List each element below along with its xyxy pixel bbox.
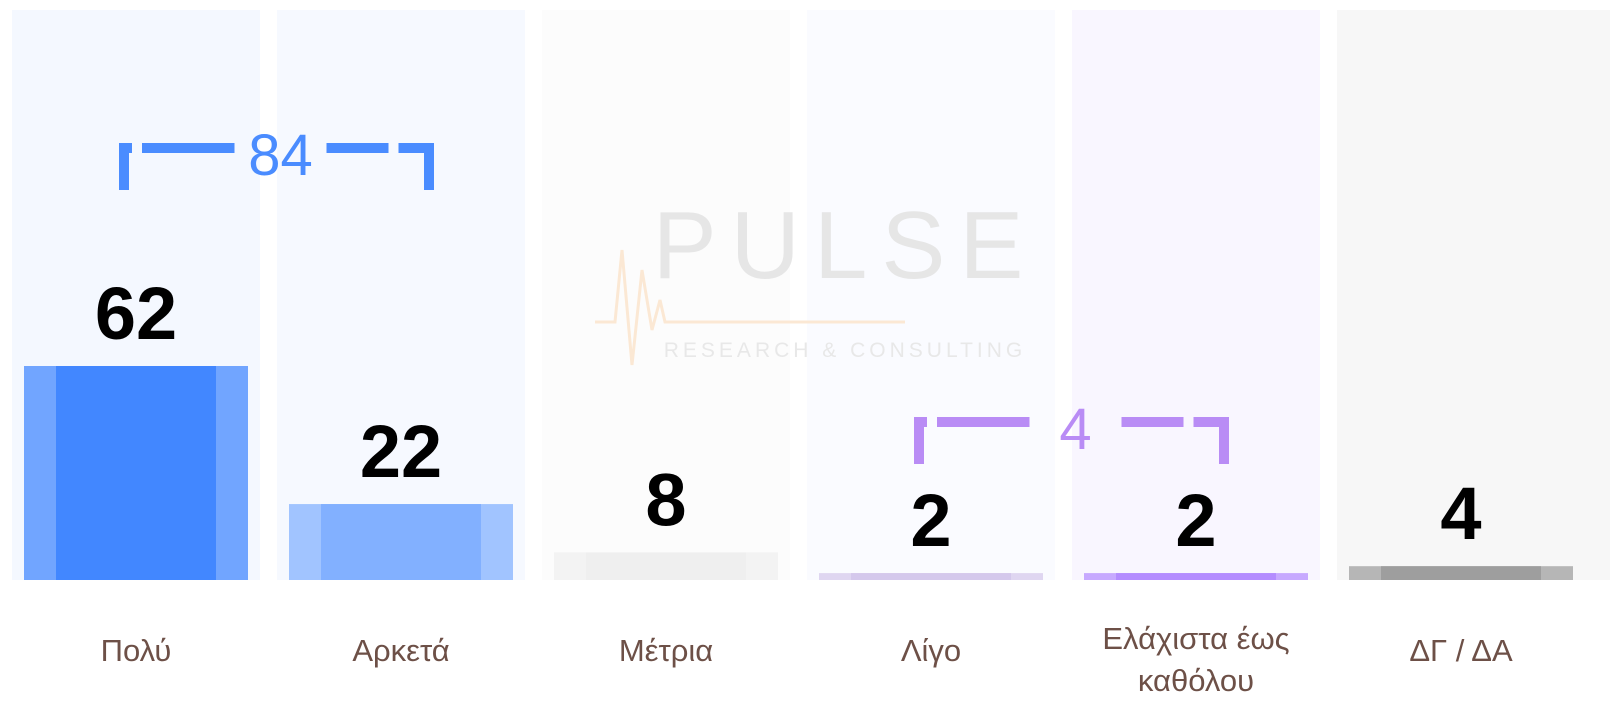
value-label: 2 bbox=[1175, 479, 1216, 562]
value-label: 4 bbox=[1440, 472, 1481, 555]
x-tick-label: Πολύ bbox=[100, 633, 172, 668]
value-label: 22 bbox=[360, 410, 442, 493]
column-background bbox=[542, 10, 790, 580]
bracket-right bbox=[326, 143, 434, 190]
value-label: 8 bbox=[645, 458, 686, 541]
x-tick-label: Μέτρια bbox=[618, 633, 714, 668]
column-background bbox=[277, 10, 525, 580]
bracket-label: 84 bbox=[248, 123, 313, 188]
column-background bbox=[807, 10, 1055, 580]
value-label: 62 bbox=[95, 272, 177, 355]
column-background bbox=[1072, 10, 1320, 580]
value-label: 2 bbox=[910, 479, 951, 562]
bar bbox=[1381, 566, 1541, 580]
watermark-title: PULSE bbox=[653, 192, 1038, 299]
watermark-subtitle: RESEARCH & CONSULTING bbox=[664, 339, 1027, 362]
x-tick-label: Ελάχιστα έως καθόλου bbox=[1102, 621, 1290, 698]
bar bbox=[321, 504, 481, 580]
bracket-right bbox=[1121, 417, 1229, 464]
bracket-left bbox=[119, 143, 235, 190]
x-tick-label: Λίγο bbox=[900, 633, 962, 668]
column-background bbox=[1337, 10, 1610, 580]
bracket-label: 4 bbox=[1059, 397, 1091, 462]
bar bbox=[586, 552, 746, 580]
bar bbox=[56, 366, 216, 580]
x-tick-label: ΔΓ / ΔΑ bbox=[1409, 633, 1513, 668]
bar bbox=[851, 573, 1011, 580]
bracket-left bbox=[914, 417, 1030, 464]
x-tick-label: Αρκετά bbox=[352, 633, 450, 668]
bar bbox=[1116, 573, 1276, 580]
watermark-pulse bbox=[595, 249, 905, 366]
